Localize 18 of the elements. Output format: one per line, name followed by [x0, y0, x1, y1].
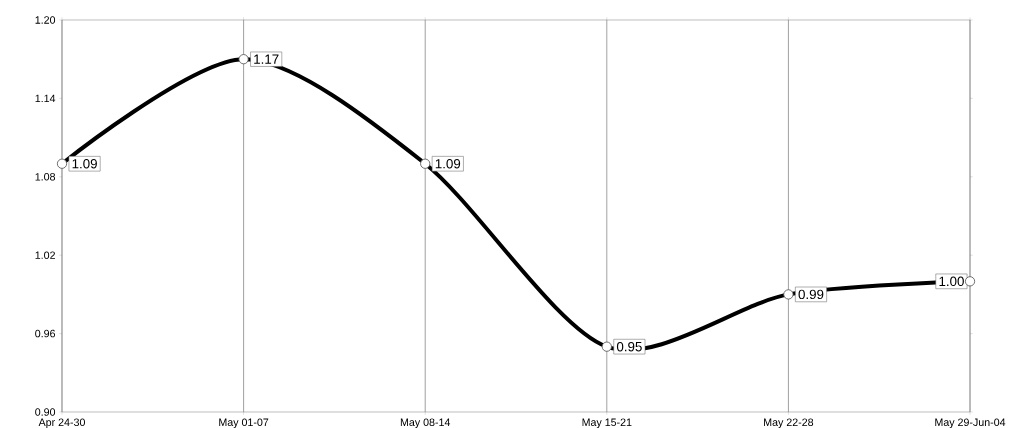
y-tick-label: 1.08: [35, 173, 56, 181]
y-tick-label: 1.14: [35, 94, 56, 103]
x-tick-label: Apr 24-30: [38, 418, 85, 428]
y-tick-label: 0.90: [35, 408, 56, 416]
x-tick-label: May 29-Jun-04: [935, 418, 1006, 428]
data-label: 1.00: [939, 276, 964, 287]
x-tick-label: May 22-28: [764, 418, 814, 428]
y-tick-label: 1.20: [35, 16, 56, 24]
data-label: 1.17: [254, 54, 279, 64]
data-label: 0.95: [616, 341, 642, 352]
x-tick-label: May 01-07: [219, 418, 269, 428]
y-tick-label: 0.96: [35, 329, 56, 338]
x-tick-label: May 08-14: [400, 418, 451, 428]
data-label: 0.99: [798, 289, 824, 300]
data-label: 1.09: [435, 159, 461, 169]
data-label: 1.09: [72, 159, 97, 169]
x-tick-label: May 15-21: [582, 418, 632, 428]
y-tick-label: 1.02: [35, 251, 55, 259]
